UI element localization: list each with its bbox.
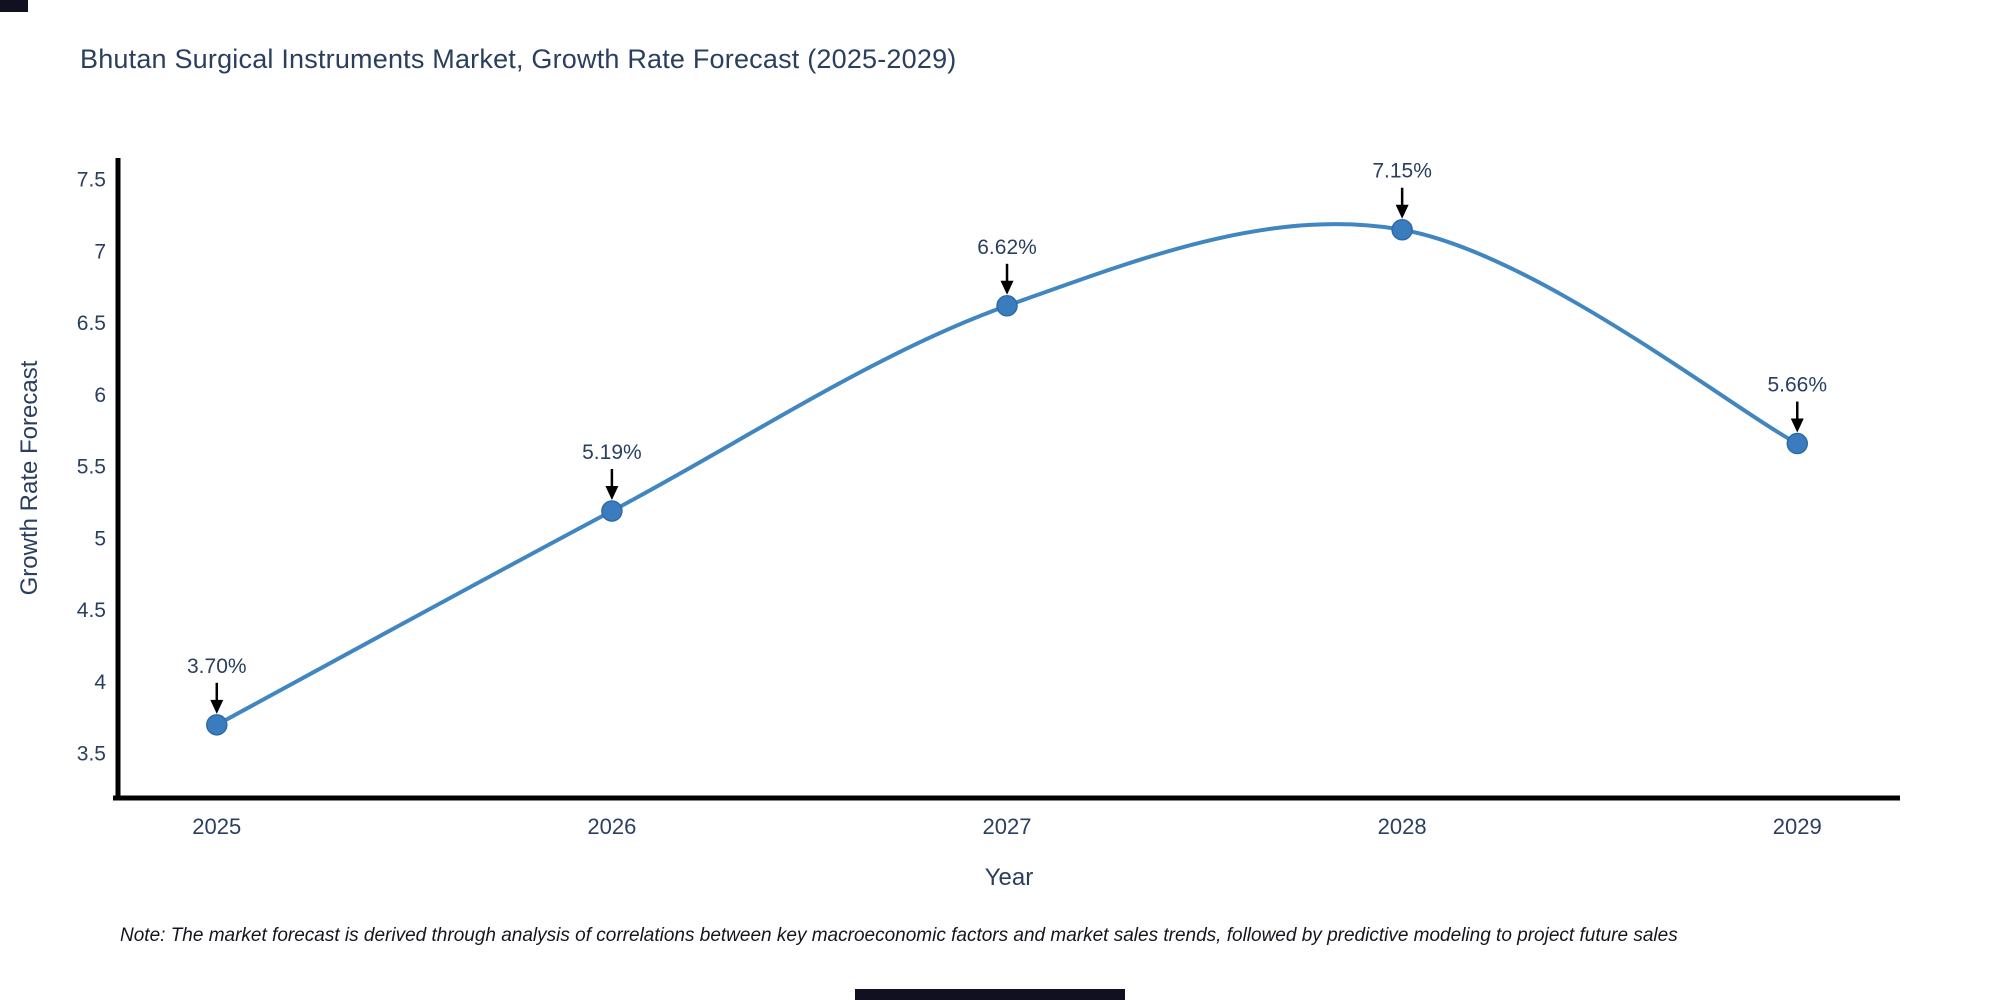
x-tick-label: 2027	[983, 814, 1032, 839]
data-point-marker	[996, 295, 1018, 317]
data-point-marker	[1391, 218, 1413, 241]
x-tick-label: 2029	[1773, 814, 1822, 839]
data-point-label: 7.15%	[1372, 160, 1432, 183]
x-tick-label: 2026	[587, 814, 636, 839]
footnote: Note: The market forecast is derived thr…	[120, 925, 1678, 946]
y-tick-label: 5.5	[77, 456, 106, 479]
chart-title: Bhutan Surgical Instruments Market, Grow…	[80, 44, 957, 74]
data-point-label: 5.66%	[1767, 374, 1827, 397]
y-axis-title: Growth Rate Forecast	[16, 360, 43, 596]
y-tick-label: 4	[94, 671, 106, 694]
annotation-arrow-head	[1395, 204, 1409, 219]
annotation-arrow-head	[1000, 280, 1014, 295]
page-edge-artifact	[0, 0, 28, 12]
data-point-marker	[206, 714, 228, 736]
y-tick-label: 7.5	[77, 169, 106, 192]
page-edge-artifact	[855, 989, 1125, 1000]
y-tick-label: 6.5	[77, 312, 106, 335]
annotation-arrow-head	[605, 486, 619, 501]
x-tick-label: 2028	[1378, 814, 1427, 839]
x-tick-label: 2025	[192, 814, 241, 839]
annotation-arrow-head	[1790, 418, 1804, 433]
data-point-label: 5.19%	[582, 441, 642, 464]
y-tick-label: 4.5	[77, 599, 106, 622]
y-tick-label: 3.5	[77, 743, 106, 766]
annotation-arrow-head	[210, 699, 224, 714]
y-tick-label: 7	[94, 240, 106, 263]
data-point-marker	[1786, 432, 1809, 455]
data-point-label: 6.62%	[977, 236, 1037, 259]
y-tick-label: 6	[94, 384, 106, 407]
y-tick-label: 5	[94, 527, 106, 550]
data-point-label: 3.70%	[187, 655, 247, 678]
data-point-marker	[601, 500, 623, 522]
x-axis-title: Year	[984, 864, 1034, 891]
